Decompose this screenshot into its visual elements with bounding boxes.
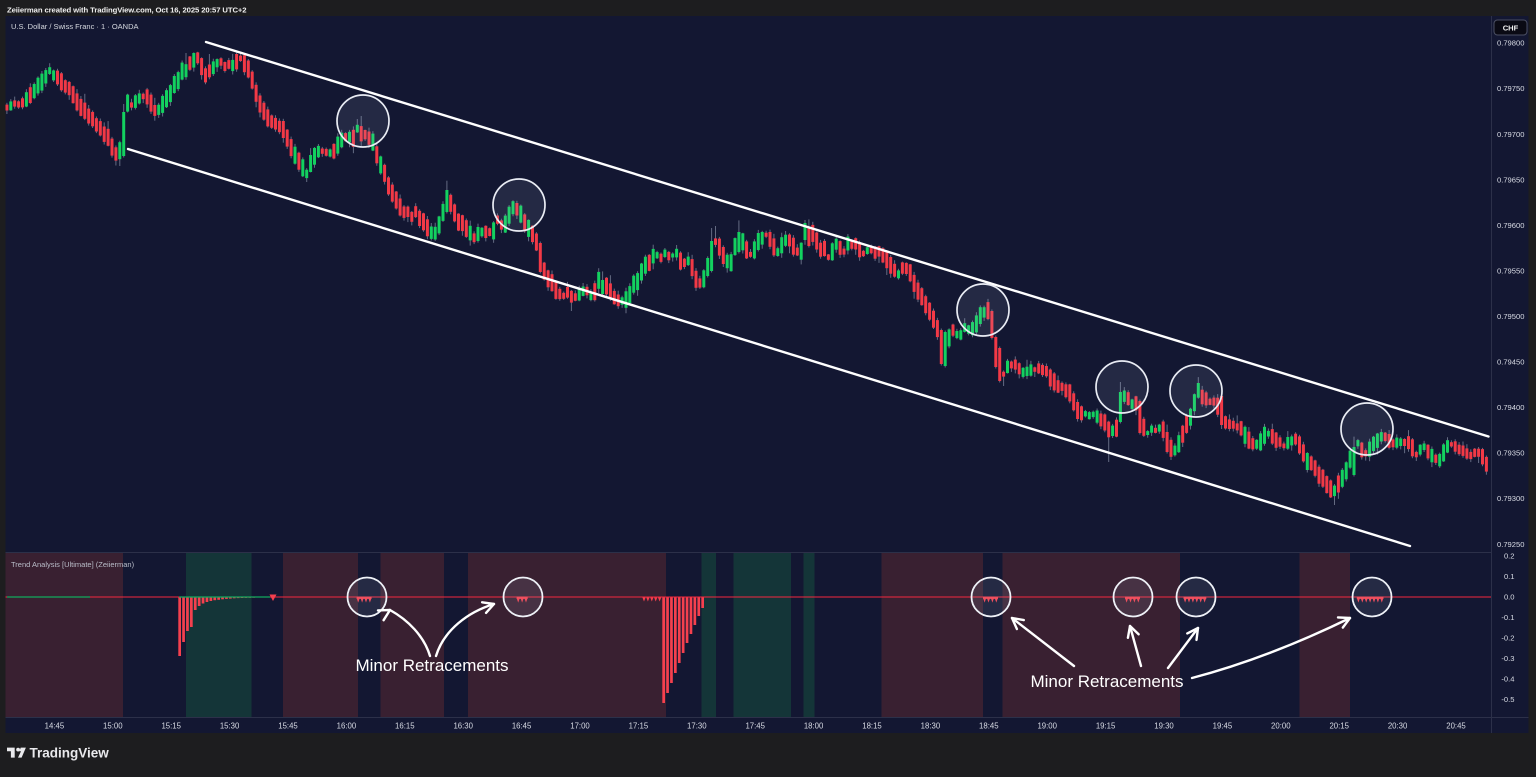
svg-text:Minor Retracements: Minor Retracements [1030, 672, 1183, 691]
svg-text:-0.3: -0.3 [1501, 654, 1514, 663]
svg-text:0.0: 0.0 [1504, 593, 1515, 602]
svg-text:20:00: 20:00 [1271, 722, 1291, 731]
svg-text:20:15: 20:15 [1329, 722, 1349, 731]
svg-text:18:30: 18:30 [921, 722, 941, 731]
svg-text:15:30: 15:30 [220, 722, 240, 731]
svg-text:0.79400: 0.79400 [1497, 403, 1524, 412]
svg-text:0.1: 0.1 [1504, 572, 1515, 581]
svg-text:CHF: CHF [1503, 23, 1519, 32]
svg-text:0.79650: 0.79650 [1497, 175, 1524, 184]
svg-text:19:00: 19:00 [1037, 722, 1057, 731]
svg-text:18:15: 18:15 [862, 722, 882, 731]
svg-text:19:45: 19:45 [1213, 722, 1233, 731]
svg-text:-0.2: -0.2 [1501, 634, 1514, 643]
svg-text:16:00: 16:00 [337, 722, 357, 731]
svg-text:0.79550: 0.79550 [1497, 266, 1524, 275]
svg-text:15:15: 15:15 [161, 722, 181, 731]
svg-text:17:30: 17:30 [687, 722, 707, 731]
svg-text:0.79750: 0.79750 [1497, 84, 1524, 93]
svg-text:14:45: 14:45 [45, 722, 65, 731]
svg-text:19:30: 19:30 [1154, 722, 1174, 731]
svg-text:Trend Analysis [Ultimate] (Zei: Trend Analysis [Ultimate] (Zeiierman) [11, 560, 135, 569]
svg-text:0.79500: 0.79500 [1497, 312, 1524, 321]
svg-text:0.79600: 0.79600 [1497, 221, 1524, 230]
svg-text:16:30: 16:30 [453, 722, 473, 731]
svg-text:19:15: 19:15 [1096, 722, 1116, 731]
svg-text:0.79300: 0.79300 [1497, 494, 1524, 503]
svg-text:TradingView: TradingView [30, 746, 110, 761]
svg-text:-0.4: -0.4 [1501, 674, 1514, 683]
svg-text:16:15: 16:15 [395, 722, 415, 731]
svg-text:15:45: 15:45 [278, 722, 298, 731]
svg-text:0.2: 0.2 [1504, 552, 1515, 561]
svg-text:20:30: 20:30 [1388, 722, 1408, 731]
svg-text:-0.1: -0.1 [1501, 613, 1514, 622]
svg-text:20:45: 20:45 [1446, 722, 1466, 731]
svg-text:Minor Retracements: Minor Retracements [355, 656, 508, 675]
svg-text:16:45: 16:45 [512, 722, 532, 731]
svg-text:15:00: 15:00 [103, 722, 123, 731]
svg-text:0.79800: 0.79800 [1497, 39, 1524, 48]
svg-text:17:45: 17:45 [745, 722, 765, 731]
svg-text:18:00: 18:00 [804, 722, 824, 731]
svg-text:0.79250: 0.79250 [1497, 540, 1524, 549]
svg-text:17:15: 17:15 [629, 722, 649, 731]
svg-text:Zeiierman created with Trading: Zeiierman created with TradingView.com, … [7, 6, 247, 15]
svg-text:0.79700: 0.79700 [1497, 130, 1524, 139]
svg-text:17:00: 17:00 [570, 722, 590, 731]
svg-text:18:45: 18:45 [979, 722, 999, 731]
svg-text:0.79350: 0.79350 [1497, 449, 1524, 458]
svg-text:-0.5: -0.5 [1501, 695, 1514, 704]
svg-text:U.S. Dollar / Swiss Franc · 1: U.S. Dollar / Swiss Franc · 1 · OANDA [11, 22, 139, 31]
svg-text:0.79450: 0.79450 [1497, 358, 1524, 367]
